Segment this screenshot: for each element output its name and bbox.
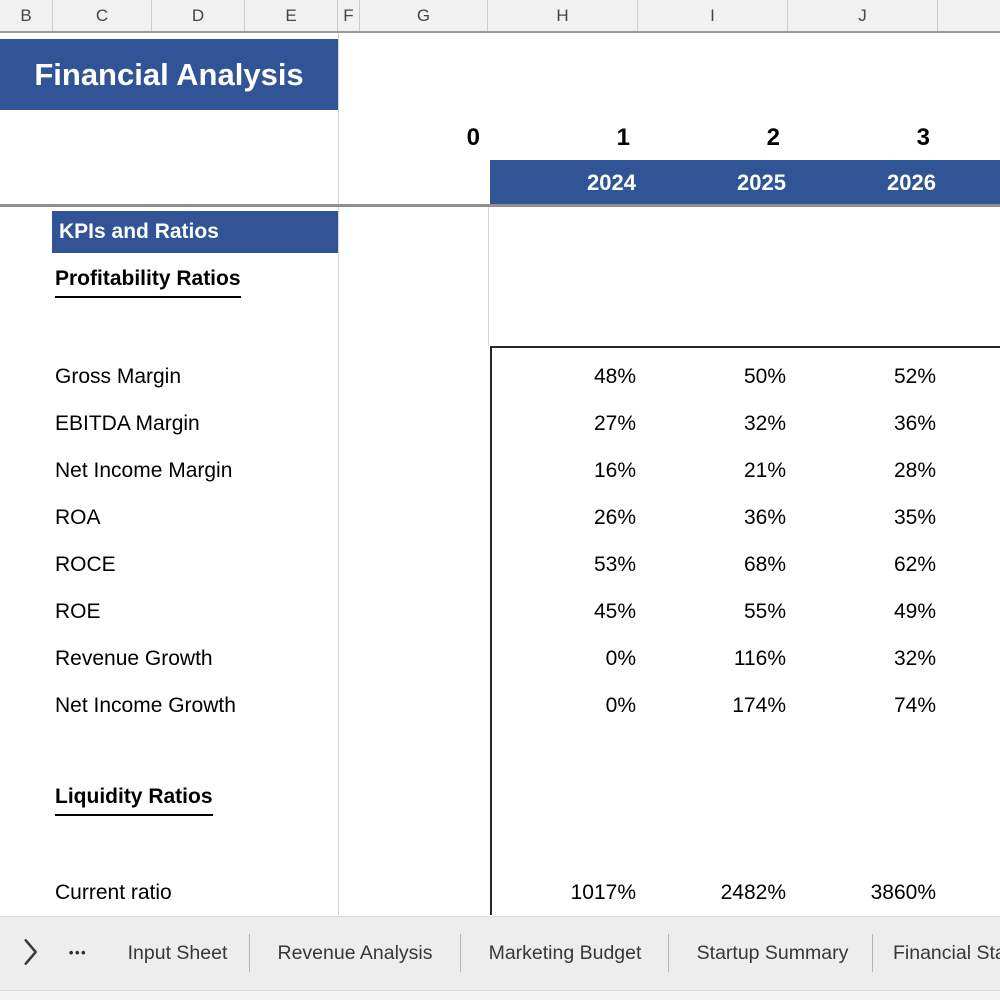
pane-divider	[0, 204, 1000, 207]
tab-separator	[668, 934, 669, 972]
column-header-F[interactable]: F	[338, 0, 360, 31]
liquidity-heading: Liquidity Ratios	[55, 782, 213, 816]
column-header-I[interactable]: I	[638, 0, 788, 31]
cell-value[interactable]: 52%	[893, 365, 936, 388]
table-row-revenue-growth: Revenue Growth 0% 116% 32%	[0, 635, 1000, 682]
column-header-K[interactable]	[938, 0, 1000, 31]
row-label[interactable]: Net Income Growth	[55, 694, 236, 717]
row-label[interactable]: Current ratio	[55, 881, 172, 904]
ellipsis-icon[interactable]: •••	[68, 945, 88, 960]
cell-value[interactable]: 50%	[743, 365, 786, 388]
cell-value[interactable]: 53%	[593, 553, 636, 576]
cell-value[interactable]: 28%	[893, 459, 936, 482]
sheet-tab-input-sheet[interactable]: Input Sheet	[127, 942, 228, 964]
cell-value[interactable]: 45%	[593, 600, 636, 623]
column-header-G[interactable]: G	[360, 0, 488, 31]
row-label[interactable]: ROCE	[55, 553, 116, 576]
cell-value[interactable]: 27%	[593, 412, 636, 435]
cell-value[interactable]: 174%	[732, 694, 786, 717]
year-header-band: 2024 2025 2026	[490, 160, 1000, 205]
table-row-gross-margin: Gross Margin 48% 50% 52%	[0, 353, 1000, 400]
cell-value[interactable]: 32%	[743, 412, 786, 435]
sheet-tab-revenue-analysis[interactable]: Revenue Analysis	[277, 942, 433, 964]
period-cell-0[interactable]: 0	[466, 124, 480, 151]
tab-separator	[249, 934, 250, 972]
sheet-tab-startup-summary[interactable]: Startup Summary	[696, 942, 849, 964]
column-header-C[interactable]: C	[53, 0, 152, 31]
row-label[interactable]: Gross Margin	[55, 365, 182, 388]
cell-value[interactable]: 26%	[593, 506, 636, 529]
cell-value[interactable]: 0%	[605, 647, 636, 670]
cell-value[interactable]: 1017%	[570, 881, 636, 904]
column-header-E[interactable]: E	[245, 0, 338, 31]
table-row-net-income-growth: Net Income Growth 0% 174% 74%	[0, 682, 1000, 729]
cell-value[interactable]: 16%	[593, 459, 636, 482]
cell-value[interactable]: 74%	[893, 694, 936, 717]
cell-value[interactable]: 116%	[733, 647, 786, 670]
table-row-roa: ROA 26% 36% 35%	[0, 494, 1000, 541]
cell-value[interactable]: 2482%	[720, 881, 786, 904]
cell-value[interactable]: 48%	[593, 365, 636, 388]
column-header-B[interactable]: B	[0, 0, 53, 31]
cell-value[interactable]: 21%	[743, 459, 786, 482]
ratios-table-border	[490, 346, 1000, 915]
cell-value[interactable]: 49%	[893, 600, 936, 623]
cell-value[interactable]: 0%	[605, 694, 636, 717]
cell-value[interactable]: 3860%	[870, 881, 936, 904]
column-header-H[interactable]: H	[488, 0, 638, 31]
cell-value[interactable]: 55%	[743, 600, 786, 623]
table-row-roce: ROCE 53% 68% 62%	[0, 541, 1000, 588]
sheet-tab-marketing-budget[interactable]: Marketing Budget	[488, 942, 642, 964]
vertical-gridline	[338, 33, 339, 915]
row-label[interactable]: ROA	[55, 506, 101, 529]
title-banner[interactable]: Financial Analysis	[0, 39, 338, 110]
row-label[interactable]: EBITDA Margin	[55, 412, 200, 435]
row-label[interactable]: Revenue Growth	[55, 647, 213, 670]
profitability-heading: Profitability Ratios	[55, 264, 241, 298]
table-row-ebitda-margin: EBITDA Margin 27% 32% 36%	[0, 400, 1000, 447]
cell-value[interactable]: 32%	[893, 647, 936, 670]
cell-value[interactable]: 62%	[893, 553, 936, 576]
tab-separator	[460, 934, 461, 972]
year-header-2024[interactable]: 2024	[587, 170, 636, 195]
row-label[interactable]: Net Income Margin	[55, 459, 233, 482]
column-header-row: B C D E F G H I J	[0, 0, 1000, 33]
year-header-2025[interactable]: 2025	[737, 170, 786, 195]
column-header-J[interactable]: J	[788, 0, 938, 31]
cell-value[interactable]: 68%	[743, 553, 786, 576]
column-header-D[interactable]: D	[152, 0, 245, 31]
cell-value[interactable]: 35%	[893, 506, 936, 529]
cell-value[interactable]: 36%	[743, 506, 786, 529]
table-row-roe: ROE 45% 55% 49%	[0, 588, 1000, 635]
cell-value[interactable]: 36%	[893, 412, 936, 435]
status-bar-strip	[0, 990, 1000, 1000]
kpis-banner[interactable]: KPIs and Ratios	[52, 211, 338, 253]
chevron-right-icon[interactable]	[24, 938, 38, 966]
vertical-gridline	[488, 207, 489, 346]
row-label[interactable]: ROE	[55, 600, 101, 623]
year-header-2026[interactable]: 2026	[887, 170, 936, 195]
tab-separator	[872, 934, 873, 972]
period-cell-1[interactable]: 1	[616, 124, 630, 151]
table-row-current-ratio: Current ratio 1017% 2482% 3860%	[0, 869, 1000, 916]
period-cell-3[interactable]: 3	[916, 124, 930, 151]
table-row-net-income-margin: Net Income Margin 16% 21% 28%	[0, 447, 1000, 494]
period-cell-2[interactable]: 2	[766, 124, 780, 151]
sheet-tab-bar	[0, 916, 1000, 990]
sheet-tab-financial-statements[interactable]: Financial Sta	[893, 942, 1000, 964]
